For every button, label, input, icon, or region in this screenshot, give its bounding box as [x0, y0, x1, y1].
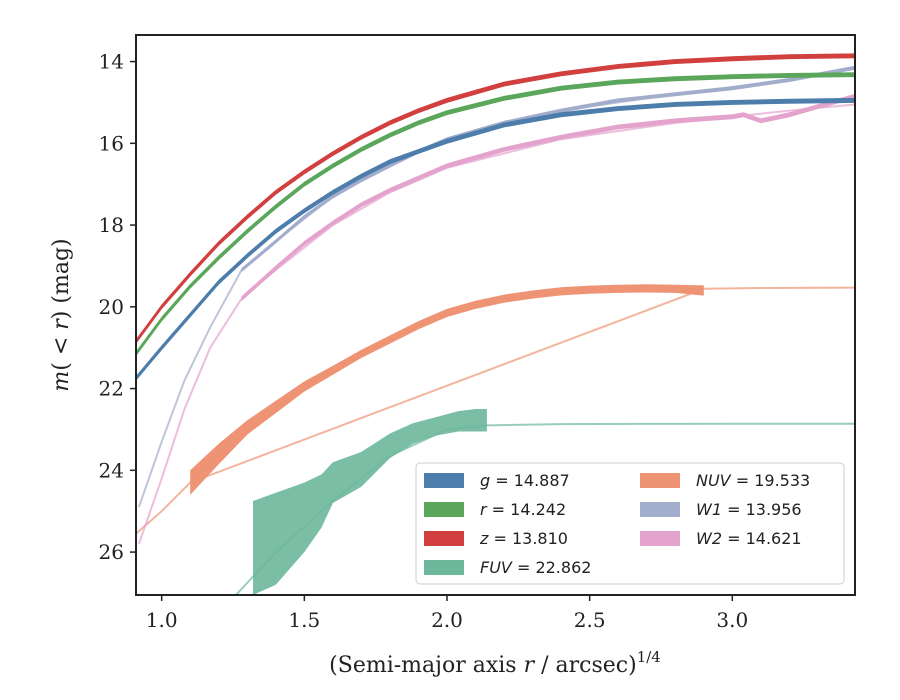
plot-frame: [135, 34, 856, 596]
legend-swatch-fuv: [424, 560, 464, 575]
series-layer: [136, 53, 855, 595]
x-axis-label: (Semi-major axis r / arcsec)1/4: [329, 648, 661, 678]
axes-layer: 1.0 1.5 2.0 2.5 3.0 14 16 18 20 22 24 26: [99, 50, 749, 632]
series-w1: [137, 65, 855, 508]
y-tick-label: 24: [99, 458, 124, 482]
legend-label-g: g = 14.887: [480, 471, 570, 490]
series-w2-band: [241, 93, 855, 302]
legend-label-w1: W1 = 13.956: [696, 500, 802, 519]
x-tick-label: 1.0: [146, 608, 178, 632]
series-nuv-band: [190, 284, 704, 495]
series-nuv-model-line: [136, 286, 855, 535]
y-axis-label: m( < r) (mag): [49, 238, 74, 391]
legend-label-z: z = 13.810: [479, 529, 568, 548]
legend-swatch-g: [424, 473, 464, 488]
series-g-band: [136, 97, 855, 381]
y-tick-label: 22: [99, 377, 124, 401]
y-tick-label: 16: [99, 131, 124, 155]
series-fuv-band: [253, 409, 487, 595]
series-g: [136, 97, 855, 381]
series-w1-band: [241, 65, 855, 273]
series-w2: [137, 93, 855, 545]
y-tick-label: 20: [99, 295, 124, 319]
x-tick-label: 3.0: [716, 608, 748, 632]
x-tick-label: 1.5: [288, 608, 320, 632]
legend-swatch-w1: [640, 502, 680, 517]
y-tick-label: 14: [99, 50, 124, 74]
legend-label-w2: W2 = 14.621: [696, 529, 802, 548]
legend-box: [415, 462, 845, 585]
x-tick-label: 2.5: [574, 608, 606, 632]
legend-label-nuv: NUV = 19.533: [696, 471, 810, 490]
legend-swatch-nuv: [640, 473, 680, 488]
legend-swatch-z: [424, 531, 464, 546]
series-fuv: [235, 409, 855, 595]
x-tick-label: 2.0: [431, 608, 463, 632]
legend-swatch-r: [424, 502, 464, 517]
legend-label-r: r = 14.242: [480, 500, 566, 519]
y-tick-label: 18: [99, 213, 124, 237]
legend-label-fuv: FUV = 22.862: [480, 558, 591, 577]
legend-swatch-w2: [640, 531, 680, 546]
y-tick-label: 26: [99, 540, 124, 564]
legend: g = 14.887 r = 14.242 z = 13.810 FUV = 22.8…: [415, 462, 845, 585]
series-nuv: [136, 284, 855, 535]
